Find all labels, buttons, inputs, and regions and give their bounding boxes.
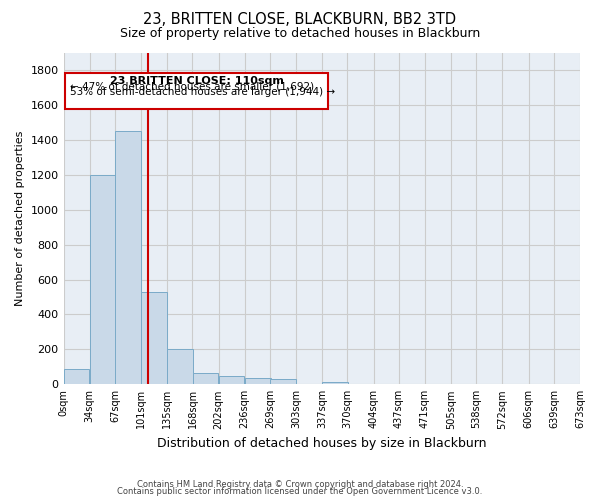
Bar: [219, 376, 244, 384]
Text: Contains HM Land Registry data © Crown copyright and database right 2024.: Contains HM Land Registry data © Crown c…: [137, 480, 463, 489]
Text: 53% of semi-detached houses are larger (1,944) →: 53% of semi-detached houses are larger (…: [70, 86, 335, 97]
Bar: [270, 380, 296, 384]
Bar: [193, 373, 218, 384]
Text: Contains public sector information licensed under the Open Government Licence v3: Contains public sector information licen…: [118, 487, 482, 496]
Bar: [167, 348, 193, 384]
Bar: [64, 368, 89, 384]
Text: 23, BRITTEN CLOSE, BLACKBURN, BB2 3TD: 23, BRITTEN CLOSE, BLACKBURN, BB2 3TD: [143, 12, 457, 28]
Text: 23 BRITTEN CLOSE: 110sqm: 23 BRITTEN CLOSE: 110sqm: [110, 76, 284, 86]
Bar: [141, 292, 167, 384]
Bar: [115, 131, 141, 384]
Y-axis label: Number of detached properties: Number of detached properties: [15, 130, 25, 306]
Bar: [322, 382, 348, 384]
Bar: [90, 174, 116, 384]
Bar: [245, 378, 271, 384]
Text: ← 47% of detached houses are smaller (1,692): ← 47% of detached houses are smaller (1,…: [70, 82, 314, 92]
Text: Size of property relative to detached houses in Blackburn: Size of property relative to detached ho…: [120, 28, 480, 40]
FancyBboxPatch shape: [65, 72, 328, 110]
X-axis label: Distribution of detached houses by size in Blackburn: Distribution of detached houses by size …: [157, 437, 487, 450]
